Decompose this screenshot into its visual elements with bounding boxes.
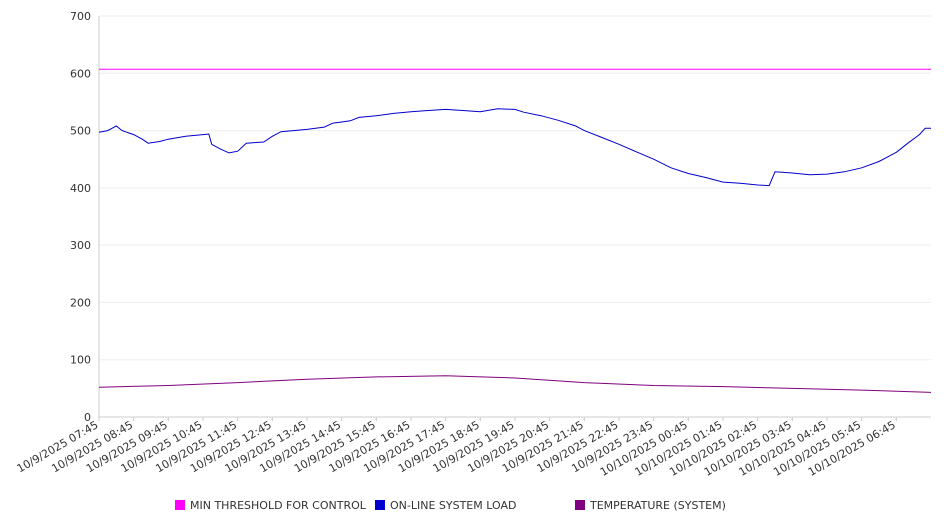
y-tick-label: 200	[70, 296, 91, 309]
gridlines	[99, 15, 931, 418]
legend-swatch	[575, 500, 585, 510]
legend-swatch	[375, 500, 385, 510]
y-tick-label: 600	[70, 67, 91, 80]
series-line-1	[98, 108, 931, 187]
legend-swatch	[175, 500, 185, 510]
legend-label: ON-LINE SYSTEM LOAD	[390, 499, 516, 512]
y-tick-label: 400	[70, 182, 91, 195]
legend-label: TEMPERATURE (SYSTEM)	[589, 499, 726, 512]
y-tick-label: 0	[84, 411, 91, 424]
y-tick-label: 300	[70, 239, 91, 252]
y-tick-label: 100	[70, 354, 91, 367]
legend-label: MIN THRESHOLD FOR CONTROL	[190, 499, 367, 512]
series-lines	[98, 68, 932, 393]
y-tick-label: 500	[70, 125, 91, 138]
legend: MIN THRESHOLD FOR CONTROL ON-LINE SYSTEM …	[175, 499, 726, 512]
y-tick-label: 700	[70, 10, 91, 23]
series-line-2	[98, 375, 932, 393]
